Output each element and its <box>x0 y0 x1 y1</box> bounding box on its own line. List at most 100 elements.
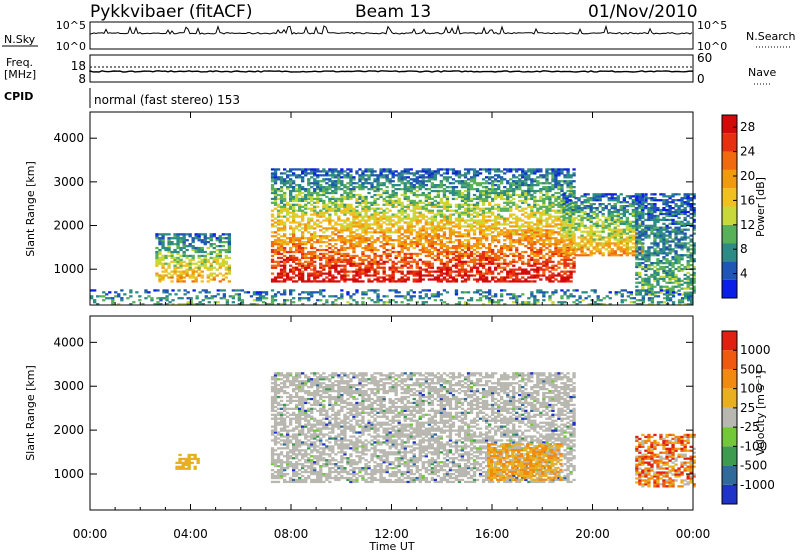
power-cell <box>391 213 395 216</box>
power-cell <box>580 195 584 198</box>
power-cell <box>292 213 296 216</box>
power-cell <box>497 280 501 283</box>
power-cell <box>589 208 593 212</box>
power-cell <box>292 258 296 261</box>
power-cell <box>656 258 660 261</box>
power-cell <box>155 258 159 261</box>
power-cell <box>340 274 344 277</box>
power-cell <box>361 209 365 212</box>
power-cell <box>460 243 465 246</box>
power-cell <box>503 217 507 220</box>
power-cell <box>518 243 522 246</box>
power-cell <box>409 203 413 206</box>
power-cell <box>400 264 404 267</box>
power-cell <box>566 174 570 177</box>
power-cell <box>662 265 666 269</box>
power-cell <box>530 189 534 193</box>
power-cell <box>481 266 486 269</box>
power-cell <box>176 237 180 240</box>
power-cell <box>563 182 567 185</box>
power-cell <box>286 209 290 212</box>
power-cell <box>170 276 174 279</box>
power-cell <box>424 274 429 277</box>
power-cell <box>349 258 353 261</box>
power-cell <box>316 195 320 199</box>
power-cell <box>647 216 651 220</box>
power-cell <box>340 182 344 185</box>
power-cell <box>548 186 552 189</box>
power-cell <box>334 252 338 256</box>
power-cell <box>298 197 302 201</box>
power-cell <box>415 189 419 193</box>
power-cell <box>364 233 368 236</box>
power-cell <box>518 217 522 220</box>
power-cell <box>481 186 486 189</box>
power-cell <box>331 168 335 171</box>
power-cell <box>409 256 413 260</box>
power-cell <box>279 246 284 250</box>
power-cell <box>577 228 581 231</box>
power-cell <box>586 205 590 208</box>
power-cell <box>313 191 317 195</box>
power-cell <box>457 256 462 260</box>
power-cell <box>451 182 456 185</box>
power-cell <box>460 184 465 187</box>
power-cell <box>497 207 501 210</box>
power-cell <box>641 262 645 265</box>
power-cell <box>488 254 492 258</box>
power-cell <box>289 239 293 242</box>
power-cell <box>385 168 389 171</box>
power-cell <box>457 270 462 273</box>
power-cell <box>521 219 525 222</box>
power-cell <box>533 189 537 193</box>
power-cell <box>665 254 669 257</box>
power-cell <box>560 215 564 218</box>
power-cell <box>521 193 525 197</box>
power-cell <box>566 186 570 189</box>
power-cell <box>412 203 416 206</box>
power-cell <box>445 168 450 171</box>
power-cell <box>382 235 386 238</box>
power-cell <box>557 215 561 218</box>
power-cell <box>521 260 525 263</box>
power-cell <box>403 193 407 197</box>
power-cell <box>173 270 177 273</box>
power-cell <box>289 170 293 173</box>
power-cell <box>358 211 362 214</box>
power-cell <box>164 248 168 252</box>
power-cell <box>598 248 602 251</box>
power-cell <box>601 230 605 233</box>
power-cell <box>506 233 510 236</box>
power-cell <box>430 186 435 189</box>
power-cell <box>500 170 504 173</box>
power-cell <box>545 252 549 256</box>
power-cell <box>439 201 444 204</box>
power-cell <box>494 276 498 279</box>
power-cell <box>292 254 296 258</box>
power-cell <box>352 235 356 238</box>
power-cell <box>574 248 578 251</box>
power-cell <box>665 238 669 241</box>
power-cell <box>491 213 495 216</box>
power-cell <box>463 280 468 283</box>
power-cell <box>331 201 335 204</box>
power-cell <box>310 182 314 185</box>
power-cell <box>179 280 183 283</box>
power-cell <box>500 266 504 269</box>
power-cell <box>385 215 389 218</box>
power-cell <box>188 274 192 277</box>
power-cell <box>292 174 296 177</box>
power-cell <box>572 205 576 208</box>
power-cell <box>518 186 522 189</box>
power-cell <box>361 197 365 201</box>
power-cell <box>454 254 459 258</box>
power-cell <box>415 278 419 281</box>
power-cell <box>227 246 232 250</box>
power-cell <box>613 199 617 202</box>
power-cell <box>340 184 344 187</box>
power-cell <box>415 180 419 183</box>
power-cell <box>212 266 216 269</box>
power-cell <box>430 239 435 242</box>
power-cell <box>554 197 558 201</box>
power-cell <box>279 260 284 263</box>
